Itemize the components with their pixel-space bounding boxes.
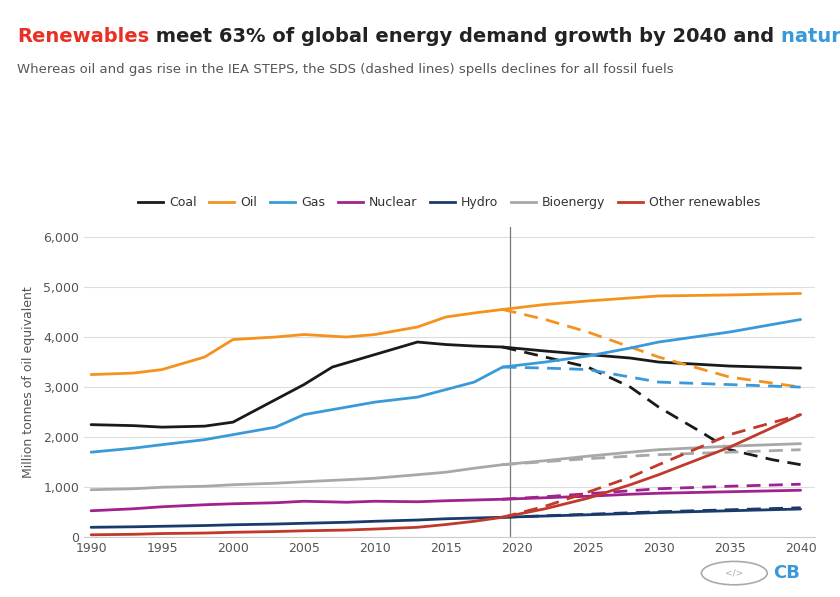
Text: meet 63% of global energy demand growth by 2040 and: meet 63% of global energy demand growth … bbox=[149, 27, 781, 46]
Text: natural gas: natural gas bbox=[781, 27, 840, 46]
Text: Whereas oil and gas rise in the IEA STEPS, the SDS (dashed lines) spells decline: Whereas oil and gas rise in the IEA STEP… bbox=[17, 63, 674, 76]
Text: Renewables: Renewables bbox=[17, 27, 149, 46]
Legend: Coal, Oil, Gas, Nuclear, Hydro, Bioenergy, Other renewables: Coal, Oil, Gas, Nuclear, Hydro, Bioenerg… bbox=[133, 192, 766, 214]
Text: </>: </> bbox=[725, 568, 743, 578]
Text: CB: CB bbox=[773, 564, 800, 582]
Y-axis label: Million tonnes of oil equivalent: Million tonnes of oil equivalent bbox=[22, 286, 34, 478]
